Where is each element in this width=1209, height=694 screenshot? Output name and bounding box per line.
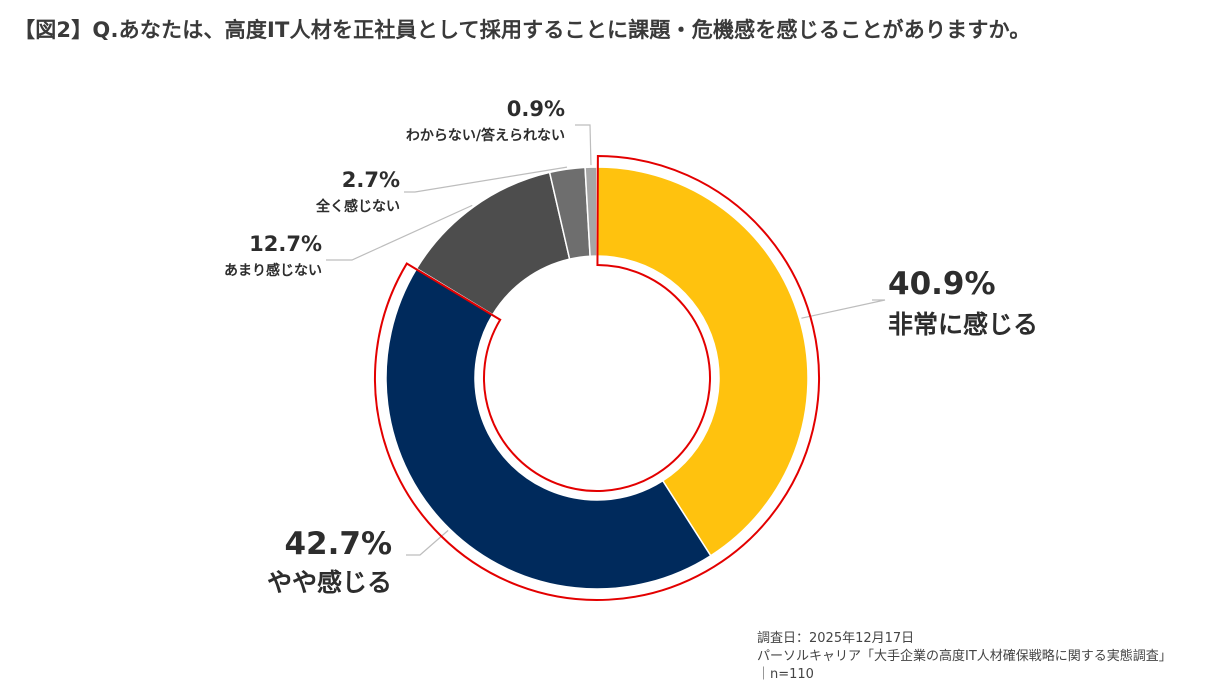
slice-0 <box>596 166 809 557</box>
footer: 調査日：2025年12月17日 パーソルキャリア「大手企業の高度IT人材確保戦略… <box>757 630 1172 684</box>
leader-line-4 <box>575 124 592 166</box>
leader-line-3 <box>404 166 568 193</box>
leader-line-2 <box>326 204 473 261</box>
label-name-4: わからない/答えられない <box>405 128 565 144</box>
label-pct-3: 2.7% <box>341 168 400 192</box>
label-pct-1: 42.7% <box>284 526 392 562</box>
label-name-1: やや感じる <box>266 568 392 597</box>
survey-source: パーソルキャリア「大手企業の高度IT人材確保戦略に関する実態調査」 <box>757 649 1172 664</box>
survey-date: 調査日：2025年12月17日 <box>757 631 915 646</box>
chart-title: 【図2】Q.あなたは、高度IT人材を正社員として採用することに課題・危機感を感じ… <box>14 18 1031 42</box>
leader-line-1 <box>406 529 449 556</box>
label-pct-2: 12.7% <box>249 232 322 256</box>
slice-1 <box>385 267 712 590</box>
sample-size: ｜n=110 <box>757 667 814 682</box>
highlight-outline <box>374 154 820 601</box>
label-pct-4: 0.9% <box>506 97 565 121</box>
label-pct-0: 40.9% <box>888 266 996 302</box>
label-name-3: 全く感じない <box>316 199 400 215</box>
label-name-2: あまり感じない <box>224 263 322 279</box>
leader-line-0 <box>801 299 886 319</box>
label-name-0: 非常に感じる <box>888 310 1039 339</box>
